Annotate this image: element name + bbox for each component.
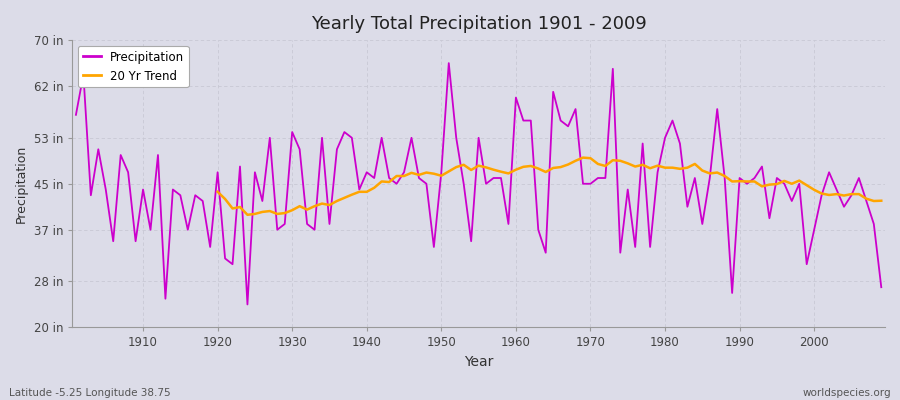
Text: worldspecies.org: worldspecies.org <box>803 388 891 398</box>
Legend: Precipitation, 20 Yr Trend: Precipitation, 20 Yr Trend <box>78 46 189 87</box>
Y-axis label: Precipitation: Precipitation <box>15 145 28 223</box>
Title: Yearly Total Precipitation 1901 - 2009: Yearly Total Precipitation 1901 - 2009 <box>310 15 646 33</box>
Text: Latitude -5.25 Longitude 38.75: Latitude -5.25 Longitude 38.75 <box>9 388 171 398</box>
X-axis label: Year: Year <box>464 355 493 369</box>
